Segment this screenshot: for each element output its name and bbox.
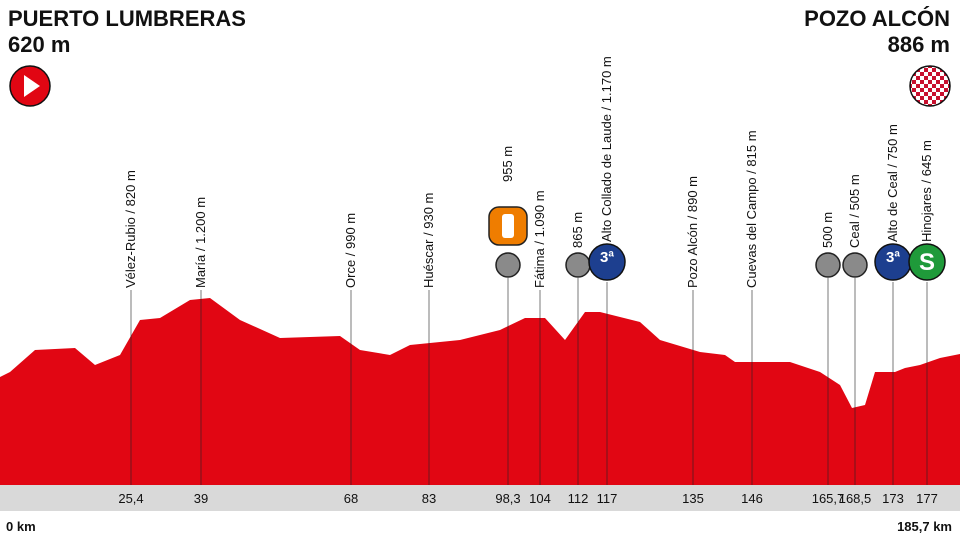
waypoint-km: 165,7 bbox=[812, 491, 845, 506]
waypoint-label: 955 m bbox=[500, 146, 515, 182]
feed-bottle bbox=[502, 214, 514, 238]
waypoint-km: 112 bbox=[568, 491, 589, 506]
finish-name: POZO ALCÓN bbox=[804, 6, 950, 31]
grey-marker bbox=[495, 252, 521, 278]
waypoint-km: 68 bbox=[344, 491, 358, 506]
finish-icon bbox=[909, 65, 951, 107]
marker-label: 3ª bbox=[600, 249, 614, 266]
waypoint-label: María / 1.200 m bbox=[193, 197, 208, 288]
elevation-profile bbox=[0, 298, 960, 485]
waypoint-km: 104 bbox=[529, 491, 551, 506]
waypoint-label: Orce / 990 m bbox=[343, 213, 358, 288]
waypoint-km: 168,5 bbox=[839, 491, 872, 506]
waypoint-label: Ceal / 505 m bbox=[847, 174, 862, 248]
marker-label: S bbox=[919, 249, 935, 276]
marker-label: 3ª bbox=[886, 249, 900, 266]
sprint-marker bbox=[908, 243, 946, 281]
waypoint-km: 25,4 bbox=[118, 491, 143, 506]
waypoint-label: 500 m bbox=[820, 212, 835, 248]
start-name: PUERTO LUMBRERAS bbox=[8, 6, 246, 31]
waypoint-km: 135 bbox=[682, 491, 704, 506]
climb-marker bbox=[588, 243, 626, 281]
waypoint-label: Huéscar / 930 m bbox=[421, 193, 436, 288]
waypoint-km: 146 bbox=[741, 491, 763, 506]
waypoints: Vélez-Rubio / 820 m 25,4 María / 1.200 m 39… bbox=[118, 56, 946, 506]
waypoint-km: 177 bbox=[916, 491, 938, 506]
waypoint-label: Vélez-Rubio / 820 m bbox=[123, 170, 138, 288]
grey-marker bbox=[842, 252, 868, 278]
start-km: 0 km bbox=[6, 519, 36, 534]
waypoint-km: 173 bbox=[882, 491, 904, 506]
waypoint-km: 83 bbox=[422, 491, 436, 506]
waypoint-label: 865 m bbox=[570, 212, 585, 248]
grey-marker bbox=[565, 252, 591, 278]
waypoint-km: 98,3 bbox=[495, 491, 520, 506]
waypoint-km: 39 bbox=[194, 491, 208, 506]
waypoint-label: Cuevas del Campo / 815 m bbox=[744, 130, 759, 288]
waypoint-label: Alto de Ceal / 750 m bbox=[885, 124, 900, 242]
start-altitude: 620 m bbox=[8, 32, 70, 57]
finish-altitude: 886 m bbox=[888, 32, 950, 57]
finish-km: 185,7 km bbox=[897, 519, 952, 534]
waypoint-km: 117 bbox=[597, 491, 618, 506]
waypoint-label: Fátima / 1.090 m bbox=[532, 190, 547, 288]
start-icon bbox=[9, 65, 51, 107]
km-bar bbox=[0, 485, 960, 511]
waypoint-label: Pozo Alcón / 890 m bbox=[685, 176, 700, 288]
grey-marker bbox=[815, 252, 841, 278]
waypoint-label: Hinojares / 645 m bbox=[919, 140, 934, 242]
waypoint-label: Alto Collado de Laude / 1.170 m bbox=[599, 56, 614, 242]
